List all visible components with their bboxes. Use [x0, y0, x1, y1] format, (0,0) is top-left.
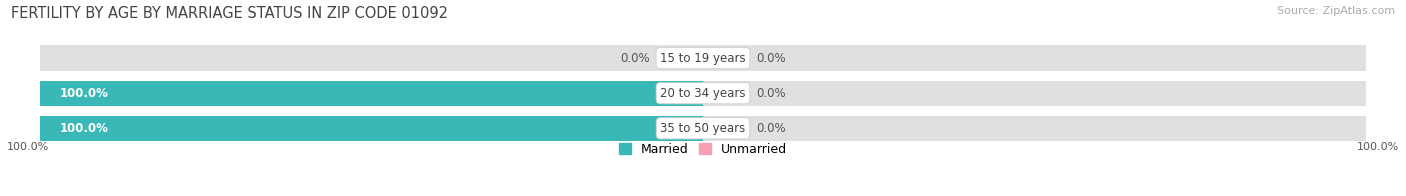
- Text: 0.0%: 0.0%: [756, 122, 786, 135]
- Bar: [41, 116, 703, 141]
- Text: 100.0%: 100.0%: [1357, 142, 1399, 152]
- Bar: [703, 81, 1365, 106]
- Text: 20 to 34 years: 20 to 34 years: [661, 87, 745, 100]
- Bar: [703, 116, 1365, 141]
- Text: 35 to 50 years: 35 to 50 years: [661, 122, 745, 135]
- Text: 100.0%: 100.0%: [60, 122, 108, 135]
- Text: 15 to 19 years: 15 to 19 years: [661, 52, 745, 65]
- Text: 0.0%: 0.0%: [756, 52, 786, 65]
- Text: 100.0%: 100.0%: [60, 87, 108, 100]
- Bar: [703, 45, 1365, 71]
- Legend: Married, Unmarried: Married, Unmarried: [619, 143, 787, 156]
- Bar: [41, 81, 703, 106]
- Text: Source: ZipAtlas.com: Source: ZipAtlas.com: [1277, 6, 1395, 16]
- Bar: [41, 45, 703, 71]
- Text: 100.0%: 100.0%: [7, 142, 49, 152]
- Bar: [41, 81, 703, 106]
- Bar: [41, 116, 703, 141]
- Text: FERTILITY BY AGE BY MARRIAGE STATUS IN ZIP CODE 01092: FERTILITY BY AGE BY MARRIAGE STATUS IN Z…: [11, 6, 449, 21]
- Text: 0.0%: 0.0%: [756, 87, 786, 100]
- Text: 0.0%: 0.0%: [620, 52, 650, 65]
